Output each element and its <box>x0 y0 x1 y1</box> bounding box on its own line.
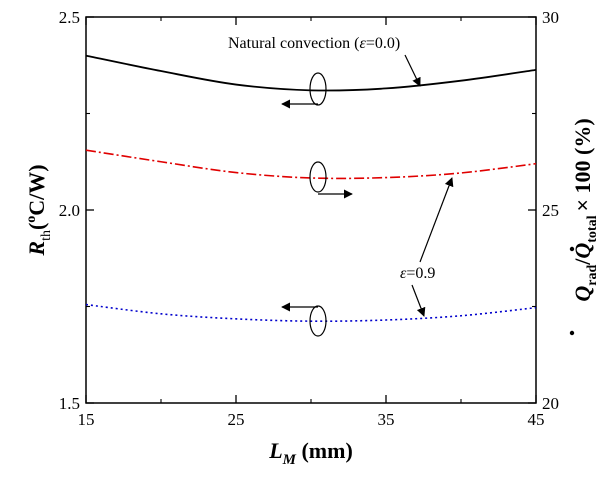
axis-indicator-ellipse-top <box>309 72 327 106</box>
x-axis-title: LM (mm) <box>268 438 353 468</box>
axis-indicator-ellipse-bottom <box>309 305 327 337</box>
plot-frame <box>85 16 537 404</box>
series-line-3 <box>85 303 537 323</box>
x-tick-label: 25 <box>228 410 245 429</box>
series-line-2 <box>85 149 537 180</box>
annotation-emissivity-arrow-up <box>419 177 454 263</box>
x-tick-label: 35 <box>378 410 395 429</box>
y-left-tick-label: 2.5 <box>59 8 80 27</box>
x-tick-label: 15 <box>78 410 95 429</box>
annotation-natural-convection: Natural convection (ε=0.0) <box>228 35 400 52</box>
axis-indicator-ellipse-middle <box>309 161 327 193</box>
y-axis-right-title: Qrad/Qtotal× 100 (%) <box>570 118 600 301</box>
series-line-1 <box>85 54 537 92</box>
annotation-emissivity-arrow-down <box>411 284 426 317</box>
y-right-tick-label: 25 <box>542 201 559 220</box>
y-left-tick-label: 2.0 <box>59 201 80 220</box>
y-left-tick-label: 1.5 <box>59 394 80 413</box>
q-dot-accent-1 <box>569 330 575 336</box>
q-dot-accent-2 <box>569 246 575 252</box>
annotation-natural-arrow <box>404 54 421 87</box>
y-axis-left-title: Rth(oC/W) <box>24 164 54 256</box>
y-right-tick-label: 20 <box>542 394 559 413</box>
svg-text:Qrad/Qtotal× 100 (%): Qrad/Qtotal× 100 (%) <box>570 118 600 301</box>
y-right-tick-label: 30 <box>542 8 559 27</box>
x-tick-label: 45 <box>528 410 545 429</box>
annotation-emissivity: ε=0.9 <box>400 265 435 282</box>
